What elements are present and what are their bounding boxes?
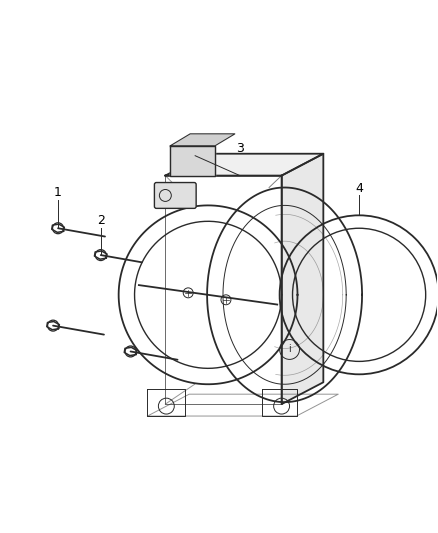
Text: 1: 1 <box>54 186 62 199</box>
Polygon shape <box>170 146 215 175</box>
Text: 3: 3 <box>236 142 244 155</box>
Polygon shape <box>282 154 323 404</box>
Polygon shape <box>165 154 323 175</box>
Text: 2: 2 <box>97 214 105 227</box>
FancyBboxPatch shape <box>155 182 196 208</box>
Text: i: i <box>288 344 291 354</box>
Text: 4: 4 <box>355 182 363 195</box>
Polygon shape <box>170 134 235 146</box>
